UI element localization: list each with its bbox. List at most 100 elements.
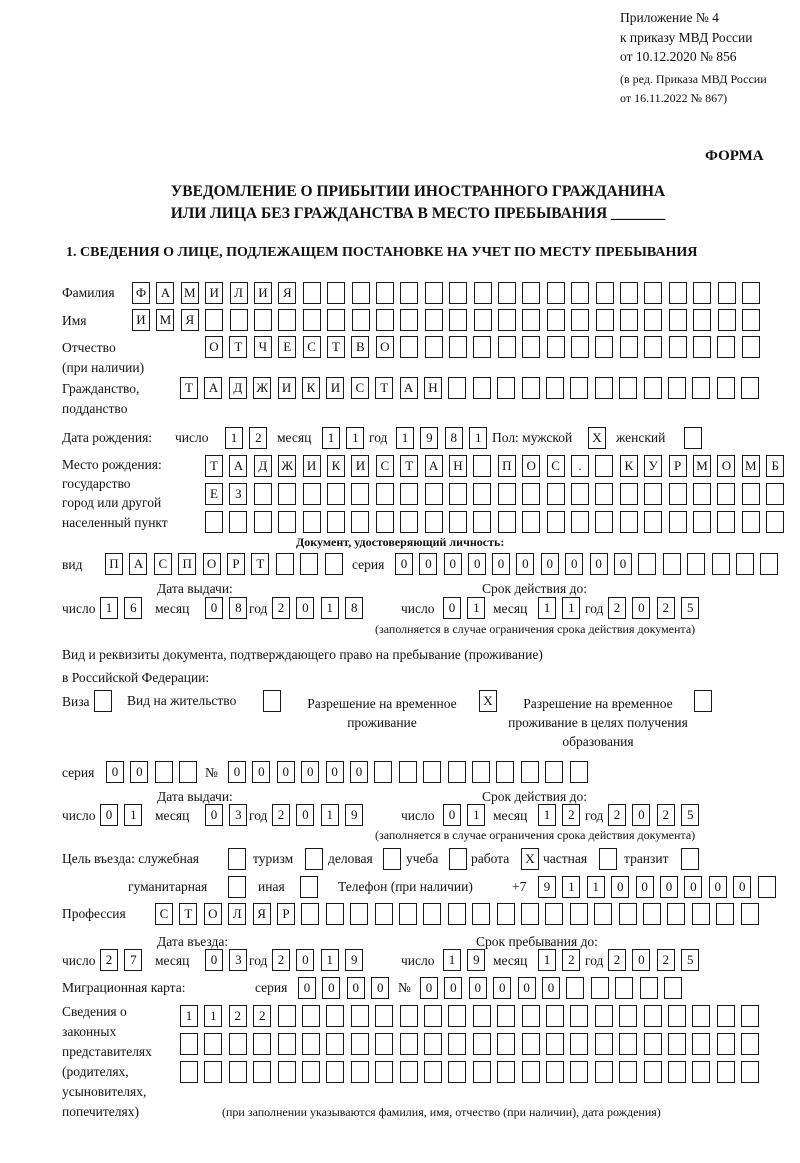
char-cell[interactable]	[716, 1061, 735, 1083]
char-cell[interactable]: Е	[205, 483, 223, 505]
char-cell[interactable]: 1	[586, 876, 605, 898]
char-cell[interactable]	[324, 553, 343, 575]
char-cell[interactable]	[638, 553, 657, 575]
char-cell[interactable]	[693, 511, 711, 533]
char-cell[interactable]: 0	[614, 553, 632, 575]
char-cell[interactable]	[668, 1061, 686, 1083]
char-cell[interactable]: Т	[229, 336, 248, 358]
checkbox-cell[interactable]	[383, 848, 401, 870]
char-cell[interactable]: 0	[301, 761, 320, 783]
char-cell[interactable]	[374, 903, 393, 925]
char-cell[interactable]	[521, 377, 540, 399]
char-cell[interactable]	[253, 511, 272, 533]
char-cell[interactable]: 0	[632, 804, 651, 826]
char-cell[interactable]	[766, 483, 785, 505]
char-cell[interactable]	[278, 483, 297, 505]
char-cell[interactable]	[302, 511, 321, 533]
char-cell[interactable]	[741, 336, 760, 358]
char-cell[interactable]	[521, 1005, 540, 1027]
char-cell[interactable]	[326, 1033, 345, 1055]
char-cell[interactable]	[766, 511, 785, 533]
char-cell[interactable]	[277, 1033, 296, 1055]
char-cell[interactable]: 0	[325, 761, 344, 783]
char-cell[interactable]	[228, 1033, 247, 1055]
char-cell[interactable]: И	[254, 282, 272, 304]
char-cell[interactable]	[448, 1033, 467, 1055]
char-cell[interactable]	[619, 1061, 638, 1083]
char-cell[interactable]: 1	[225, 427, 243, 449]
char-cell[interactable]	[424, 483, 443, 505]
char-cell[interactable]	[668, 309, 687, 331]
char-cell[interactable]	[473, 483, 492, 505]
char-cell[interactable]	[424, 1033, 442, 1055]
char-cell[interactable]	[717, 282, 736, 304]
char-cell[interactable]	[447, 903, 466, 925]
char-cell[interactable]: 1	[562, 597, 581, 619]
char-cell[interactable]	[448, 1061, 467, 1083]
char-cell[interactable]	[522, 282, 541, 304]
char-cell[interactable]: 5	[681, 804, 700, 826]
char-cell[interactable]: 1	[180, 1005, 198, 1027]
char-cell[interactable]	[692, 1061, 711, 1083]
char-cell[interactable]	[546, 377, 564, 399]
char-cell[interactable]: 1	[346, 427, 365, 449]
char-cell[interactable]: А	[129, 553, 148, 575]
char-cell[interactable]	[424, 282, 443, 304]
char-cell[interactable]: 2	[249, 427, 268, 449]
char-cell[interactable]	[302, 1061, 320, 1083]
char-cell[interactable]	[424, 511, 443, 533]
char-cell[interactable]	[742, 309, 760, 331]
char-cell[interactable]: А	[204, 377, 223, 399]
char-cell[interactable]: 0	[444, 977, 463, 999]
char-cell[interactable]	[449, 282, 468, 304]
char-cell[interactable]: Н	[424, 377, 442, 399]
char-cell[interactable]	[423, 903, 442, 925]
char-cell[interactable]: 0	[443, 804, 461, 826]
char-cell[interactable]	[327, 282, 346, 304]
char-cell[interactable]	[399, 1033, 418, 1055]
char-cell[interactable]: П	[105, 553, 123, 575]
char-cell[interactable]: 2	[228, 1005, 247, 1027]
char-cell[interactable]: А	[229, 455, 248, 477]
char-cell[interactable]	[473, 309, 492, 331]
char-cell[interactable]	[615, 977, 634, 999]
char-cell[interactable]	[546, 309, 565, 331]
char-cell[interactable]: 2	[608, 949, 626, 971]
char-cell[interactable]: 0	[228, 761, 246, 783]
char-cell[interactable]	[351, 309, 370, 331]
char-cell[interactable]: 9	[345, 949, 364, 971]
char-cell[interactable]: Р	[227, 553, 245, 575]
char-cell[interactable]	[277, 1005, 296, 1027]
char-cell[interactable]: Ж	[278, 455, 297, 477]
char-cell[interactable]	[302, 483, 321, 505]
char-cell[interactable]	[693, 309, 712, 331]
char-cell[interactable]	[594, 903, 613, 925]
char-cell[interactable]: 0	[540, 553, 559, 575]
char-cell[interactable]	[278, 309, 297, 331]
char-cell[interactable]	[692, 377, 711, 399]
char-cell[interactable]: 0	[346, 977, 365, 999]
char-cell[interactable]: 5	[681, 949, 700, 971]
char-cell[interactable]	[717, 309, 736, 331]
char-cell[interactable]	[668, 1033, 686, 1055]
char-cell[interactable]	[545, 761, 564, 783]
char-cell[interactable]: 0	[395, 553, 413, 575]
char-cell[interactable]	[327, 483, 345, 505]
char-cell[interactable]: 8	[229, 597, 248, 619]
char-cell[interactable]: О	[203, 903, 222, 925]
char-cell[interactable]	[498, 309, 516, 331]
char-cell[interactable]	[375, 1061, 394, 1083]
char-cell[interactable]	[595, 483, 614, 505]
char-cell[interactable]: Р	[668, 455, 687, 477]
char-cell[interactable]	[570, 1033, 589, 1055]
char-cell[interactable]	[545, 903, 564, 925]
char-cell[interactable]: 0	[493, 977, 512, 999]
char-cell[interactable]: 1	[124, 804, 143, 826]
char-cell[interactable]	[594, 1061, 613, 1083]
char-cell[interactable]: 0	[322, 977, 341, 999]
char-cell[interactable]	[643, 1005, 662, 1027]
char-cell[interactable]	[301, 903, 320, 925]
char-cell[interactable]	[668, 282, 687, 304]
char-cell[interactable]	[275, 553, 294, 575]
char-cell[interactable]: И	[132, 309, 150, 331]
